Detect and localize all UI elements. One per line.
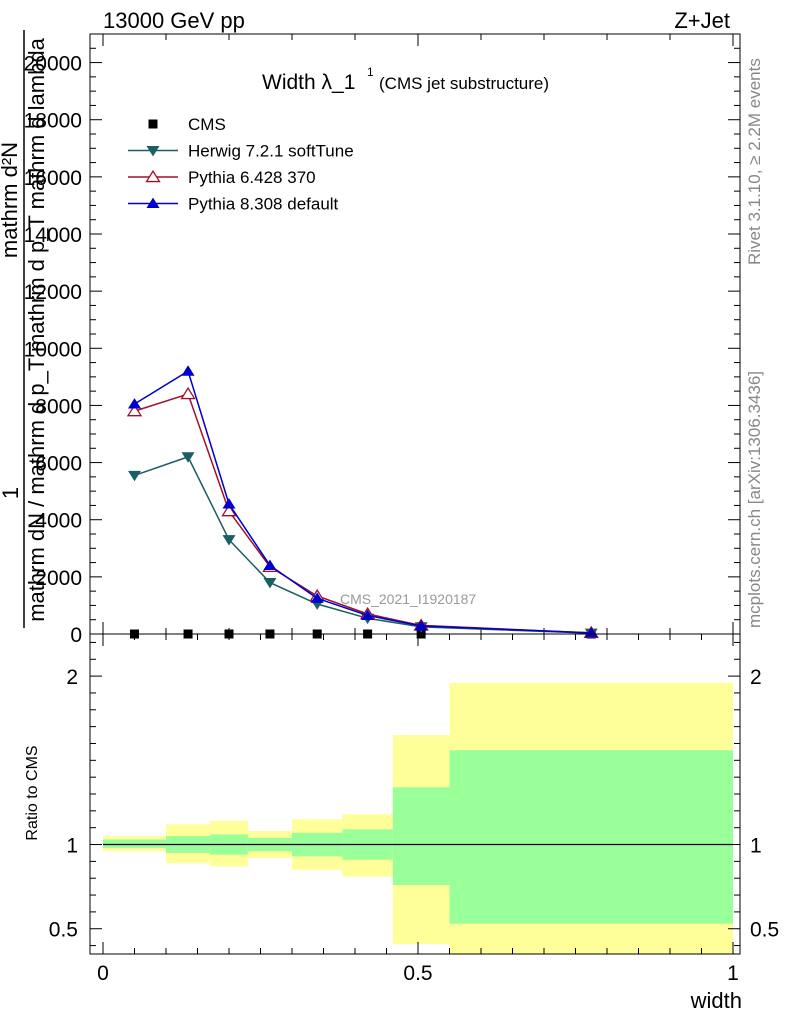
data-point bbox=[584, 627, 598, 638]
data-point bbox=[126, 404, 143, 417]
y-tick-label: 6000 bbox=[35, 453, 82, 476]
chart-title: Width λ_1 bbox=[262, 71, 355, 94]
mcplots-label: mcplots.cern.ch [arXiv:1306.3436] bbox=[745, 371, 764, 628]
data-point bbox=[361, 609, 375, 620]
legend-marker bbox=[146, 145, 160, 157]
y-tick-label: 0 bbox=[70, 624, 82, 647]
chart-title-suffix: (CMS jet substructure) bbox=[379, 74, 549, 93]
y-tick-label: 20000 bbox=[24, 53, 82, 76]
legend-label: Herwig 7.2.1 softTune bbox=[188, 142, 354, 161]
stat-uncertainty-band bbox=[392, 787, 450, 885]
data-point bbox=[263, 559, 277, 570]
legend-marker bbox=[146, 197, 160, 209]
y-tick-label: 4000 bbox=[35, 510, 82, 533]
legend-label: Pythia 8.308 default bbox=[188, 195, 339, 214]
data-point bbox=[180, 386, 196, 400]
y-tick-label: 8000 bbox=[35, 395, 82, 418]
x-tick-label: 1 bbox=[727, 962, 739, 985]
x-tick-label: 0.5 bbox=[403, 962, 432, 985]
ratio-bands bbox=[103, 682, 733, 954]
y-tick-label: 14000 bbox=[24, 224, 82, 247]
ratio-panel: 0.5 0.5 1 1 2 2 0 0.5 1 Ratio to CMS width bbox=[24, 633, 779, 1013]
main-series bbox=[126, 365, 599, 639]
ratio-y-tick-label-right: 2 bbox=[750, 666, 762, 689]
y-tick-label: 18000 bbox=[24, 110, 82, 133]
y-tick-label: 10000 bbox=[24, 338, 82, 361]
main-panel: 0 2000 4000 6000 8000 10000 12000 14000 16000 180… bbox=[0, 30, 741, 647]
series-line bbox=[134, 455, 592, 634]
y-tick-label: 12000 bbox=[24, 281, 82, 304]
rivet-label: Rivet 3.1.10, ≥ 2.2M events bbox=[745, 58, 764, 265]
legend-marker bbox=[145, 169, 161, 183]
data-point bbox=[414, 620, 428, 631]
y-tick-label: 2000 bbox=[35, 567, 82, 590]
ratio-y-tick-label-right: 0.5 bbox=[750, 919, 779, 942]
stat-uncertainty-band bbox=[103, 839, 166, 848]
data-point bbox=[181, 452, 195, 463]
y-axis-label: 1 mathrm d²N mathrm dN / mathrm d p_T ma… bbox=[0, 30, 49, 628]
data-point bbox=[128, 470, 141, 482]
watermark: CMS_2021_I1920187 bbox=[340, 591, 476, 607]
legend: CMS Herwig 7.2.1 softTune Pythia 6.428 370… bbox=[128, 115, 354, 214]
y-tick-label: 16000 bbox=[24, 167, 82, 190]
x-axis-label: width bbox=[690, 988, 742, 1013]
main-y-ticks: 0 2000 4000 6000 8000 10000 12000 14000 16000 180… bbox=[24, 33, 740, 647]
data-point bbox=[221, 504, 237, 517]
ratio-y-tick-label: 0.5 bbox=[49, 919, 78, 942]
data-point bbox=[222, 498, 236, 509]
data-point bbox=[128, 398, 141, 409]
ylabel-numerator: mathrm d²N bbox=[0, 142, 22, 258]
header-left: 13000 GeV pp bbox=[103, 8, 245, 33]
header-right: Z+Jet bbox=[674, 8, 730, 33]
data-point bbox=[222, 535, 236, 546]
legend-label: Pythia 6.428 370 bbox=[188, 168, 316, 187]
ratio-ylabel: Ratio to CMS bbox=[24, 745, 41, 840]
data-point bbox=[181, 365, 195, 376]
stat-uncertainty-band bbox=[449, 750, 733, 924]
data-point bbox=[310, 592, 324, 603]
series-line bbox=[134, 369, 592, 634]
ratio-y-tick-label: 1 bbox=[66, 835, 78, 858]
legend-marker bbox=[148, 119, 158, 129]
ylabel-one: 1 bbox=[0, 487, 23, 499]
ylabel-denominator: mathrm dN / mathrm d p_T mathrm d p_T ma… bbox=[24, 37, 49, 621]
ratio-y-tick-label-right: 1 bbox=[750, 835, 762, 858]
data-point bbox=[263, 578, 277, 589]
legend-label: CMS bbox=[188, 115, 226, 134]
chart-title-sup: 1 bbox=[367, 65, 374, 79]
ratio-ticks: 0.5 0.5 1 1 2 2 0 0.5 1 bbox=[49, 634, 779, 985]
ratio-y-tick-label: 2 bbox=[66, 666, 78, 689]
x-tick-label: 0 bbox=[97, 962, 109, 985]
